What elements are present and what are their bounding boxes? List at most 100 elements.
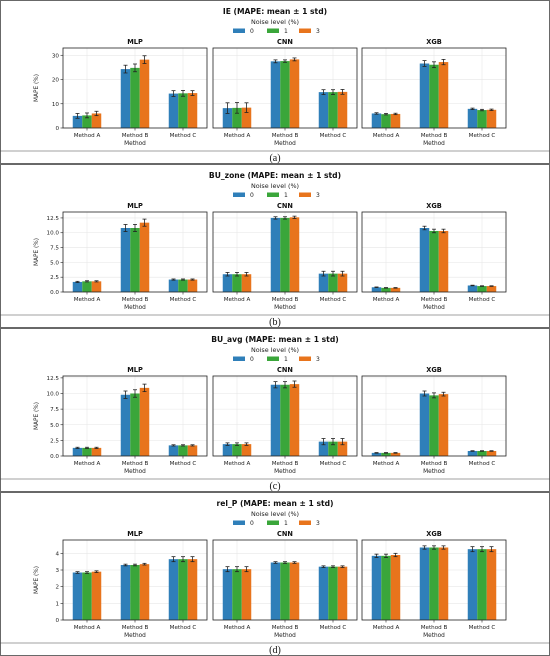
subplot-title-xgb: XGB	[426, 202, 442, 210]
x-tick-label: Method A	[74, 133, 101, 139]
bar	[72, 447, 83, 456]
figure-title: BU_avg (MAPE: mean ± 1 std)	[211, 335, 338, 344]
panel-label: (b)	[269, 317, 281, 328]
bar	[477, 110, 487, 128]
bar	[438, 547, 449, 620]
bar	[241, 107, 252, 128]
bar	[381, 452, 391, 456]
bar	[241, 274, 252, 292]
y-tick-label: 10.0	[47, 231, 60, 237]
x-tick-label: Method A	[74, 461, 101, 467]
bar	[72, 572, 83, 620]
bar	[178, 445, 188, 456]
bar	[130, 228, 140, 292]
y-axis-label: MAPE (%)	[34, 566, 40, 594]
x-tick-label: Method C	[469, 133, 496, 139]
y-tick-label: 2.5	[50, 438, 59, 444]
legend-label-0: 0	[250, 28, 254, 35]
x-tick-label: Method A	[224, 461, 251, 467]
legend-label-1: 1	[284, 192, 288, 199]
legend-swatch-1	[267, 28, 279, 33]
x-tick-label: Method A	[373, 133, 400, 139]
bar	[187, 559, 198, 620]
y-tick-label: 0.0	[50, 454, 59, 460]
bar	[139, 387, 150, 456]
x-tick-label: Method C	[469, 297, 496, 303]
bar	[82, 572, 92, 620]
bar	[120, 69, 131, 128]
bar	[328, 92, 338, 128]
bar	[130, 565, 140, 620]
bar	[467, 108, 478, 128]
x-tick-label: Method C	[170, 133, 197, 139]
bar	[390, 452, 401, 456]
bar	[390, 555, 401, 620]
bar	[289, 59, 300, 129]
legend-label-0: 0	[250, 192, 254, 199]
legend-swatch-0	[233, 356, 245, 361]
x-axis-label: Method	[423, 305, 445, 311]
legend-swatch-3	[299, 356, 311, 361]
subplot-title-xgb: XGB	[426, 366, 442, 374]
legend-label-0: 0	[250, 520, 254, 527]
y-tick-label: 0	[55, 618, 59, 624]
y-axis-label: MAPE (%)	[34, 238, 40, 266]
bar	[139, 59, 150, 128]
x-axis-label: Method	[423, 469, 445, 475]
bar	[328, 441, 338, 456]
bar	[429, 547, 439, 620]
subplot-title-mlp: MLP	[127, 202, 143, 210]
bar	[168, 279, 179, 292]
x-axis-label: Method	[274, 305, 296, 311]
bar	[438, 394, 449, 456]
y-tick-label: 30	[52, 53, 60, 59]
x-tick-label: Method C	[170, 625, 197, 631]
x-tick-label: Method B	[122, 461, 149, 467]
bar	[337, 441, 348, 456]
bar	[130, 393, 140, 456]
bar	[337, 91, 348, 128]
x-axis-label: Method	[124, 469, 146, 475]
x-tick-label: Method C	[170, 297, 197, 303]
bar	[390, 113, 401, 128]
subplot-title-cnn: CNN	[277, 202, 293, 210]
y-tick-label: 5.0	[50, 260, 59, 266]
x-tick-label: Method A	[224, 133, 251, 139]
bar	[139, 222, 150, 292]
y-axis-label: MAPE (%)	[34, 402, 40, 430]
legend-title: Noise level (%)	[251, 510, 299, 518]
bar	[280, 562, 290, 620]
bar	[168, 445, 179, 456]
y-tick-label: 7.5	[50, 246, 59, 252]
legend-swatch-1	[267, 192, 279, 197]
bar	[371, 287, 382, 292]
figure-title: rel_P (MAPE: mean ± 1 std)	[216, 499, 333, 508]
bar	[438, 62, 449, 128]
legend-label-1: 1	[284, 28, 288, 35]
subplot-title-cnn: CNN	[277, 530, 293, 538]
bar	[232, 274, 242, 292]
legend-label-3: 3	[316, 356, 320, 363]
bar	[120, 228, 131, 292]
x-tick-label: Method C	[469, 461, 496, 467]
bar	[270, 384, 281, 456]
bar	[270, 61, 281, 129]
legend-swatch-1	[267, 520, 279, 525]
bar	[168, 559, 179, 620]
y-tick-label: 20	[52, 78, 60, 84]
x-tick-label: Method B	[122, 133, 149, 139]
bar	[232, 569, 242, 620]
bar	[222, 569, 233, 620]
x-tick-label: Method B	[421, 461, 448, 467]
x-axis-label: Method	[124, 633, 146, 639]
bar	[82, 281, 92, 292]
x-axis-label: Method	[274, 141, 296, 147]
bar	[82, 115, 92, 128]
x-axis-label: Method	[274, 633, 296, 639]
legend-title: Noise level (%)	[251, 18, 299, 26]
bar	[270, 562, 281, 620]
bar	[289, 217, 300, 292]
bar	[280, 384, 290, 456]
y-tick-label: 5.0	[50, 423, 59, 429]
legend-label-1: 1	[284, 356, 288, 363]
